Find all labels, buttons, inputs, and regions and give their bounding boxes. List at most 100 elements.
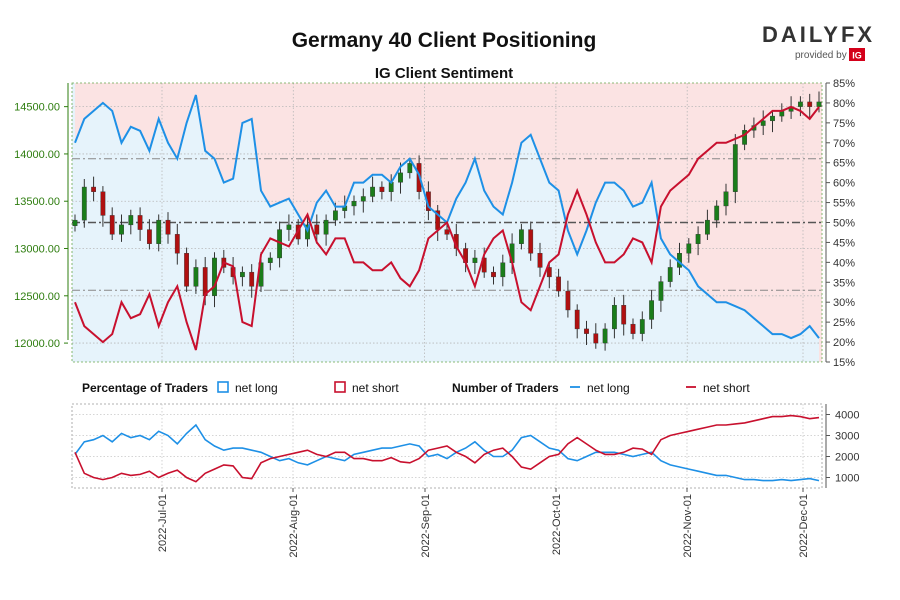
candle-body	[500, 262, 506, 278]
candle-body	[602, 328, 608, 344]
candle-body	[695, 234, 701, 244]
candle-body	[658, 281, 664, 301]
count-tick-label: 4000	[835, 410, 859, 422]
main-panel: 12000.00 12500.00 13000.00 13500.00 14000.00…	[14, 78, 855, 369]
candle-body	[212, 257, 217, 296]
candle-body	[574, 309, 580, 330]
candle-body	[742, 130, 748, 145]
candle-body	[612, 305, 617, 330]
candle-body	[286, 224, 292, 230]
date-tick-label: 2022-Jul-01	[157, 494, 169, 552]
percent-tick-label: 85%	[833, 78, 855, 90]
chart-subtitle: IG Client Sentiment	[375, 65, 513, 82]
candle-body	[174, 234, 180, 254]
candle-body	[816, 101, 822, 107]
candle-body	[202, 267, 208, 296]
candle-body	[119, 224, 124, 235]
price-tick-label: 14000.00	[14, 149, 60, 161]
candle-body	[807, 101, 813, 107]
provided-by-text: provided by	[795, 50, 847, 61]
candle-body	[621, 305, 627, 325]
candle-body	[193, 267, 199, 287]
candle-body	[165, 219, 171, 235]
candle-body	[491, 271, 496, 278]
count-tick-label: 3000	[835, 431, 859, 443]
main-frame	[71, 82, 823, 363]
percent-tick-label: 40%	[833, 257, 855, 269]
legend-row: Percentage of Traders net long net short Nu…	[82, 381, 750, 395]
candle-body	[184, 253, 189, 287]
percent-tick-label: 60%	[833, 178, 855, 190]
ig-badge	[849, 48, 865, 61]
candle-body	[379, 186, 385, 192]
candle-body	[649, 300, 655, 320]
candle-body	[146, 229, 152, 244]
net-short-count-line	[74, 414, 820, 483]
candle-body	[109, 215, 115, 235]
candle-body	[100, 191, 106, 216]
candle-body	[137, 215, 143, 230]
candle-body	[249, 271, 255, 287]
price-tick-label: 13000.00	[14, 244, 60, 256]
candle-body	[267, 257, 273, 263]
candle-body	[584, 328, 589, 334]
candle-body	[705, 219, 710, 235]
legend-number-title: Number of Traders	[452, 381, 559, 395]
candle-body	[760, 120, 766, 126]
percent-tick-label: 45%	[833, 237, 855, 249]
candle-body	[686, 243, 692, 254]
candle-body	[72, 219, 78, 227]
percent-tick-label: 35%	[833, 277, 855, 289]
count-tick-label: 1000	[835, 473, 859, 485]
legend-net-long-label: net long	[235, 381, 278, 395]
candle-body	[91, 186, 97, 192]
candle-body	[351, 201, 357, 207]
candle-body	[314, 224, 320, 235]
legend-net-long-box	[217, 381, 229, 393]
count-tick-label: 2000	[835, 452, 859, 464]
percent-tick-label: 20%	[833, 337, 855, 349]
candle-body	[546, 267, 552, 278]
candle-body	[156, 219, 162, 244]
candle-body	[779, 111, 785, 117]
candle-body	[128, 215, 134, 226]
date-tick-label: 2022-Aug-01	[288, 494, 300, 558]
percent-tick-label: 15%	[833, 357, 855, 369]
price-tick-label: 12500.00	[14, 291, 60, 303]
percent-tick-label: 70%	[833, 138, 855, 150]
candle-body	[370, 186, 375, 197]
percent-tick-label: 55%	[833, 198, 855, 210]
net-short-percent-line	[74, 105, 820, 351]
candle-body	[723, 191, 729, 207]
candle-body	[556, 276, 562, 292]
price-tick-label: 14500.00	[14, 102, 60, 114]
candle-body	[519, 229, 524, 244]
legend-percentage-title: Percentage of Traders	[82, 381, 208, 395]
candle-body	[565, 290, 571, 311]
date-tick-label: 2022-Nov-01	[682, 494, 694, 558]
candle-body	[593, 333, 599, 344]
candle-body	[323, 219, 329, 235]
candle-body	[798, 101, 803, 107]
candle-body	[360, 196, 366, 202]
percent-tick-label: 65%	[833, 158, 855, 170]
legend-net-short-box	[334, 381, 346, 393]
candle-body	[528, 229, 534, 254]
candle-body	[81, 186, 87, 221]
price-tick-label: 12000.00	[14, 338, 60, 350]
candle-body	[444, 229, 450, 235]
candle-body	[333, 210, 338, 221]
percent-tick-label: 30%	[833, 297, 855, 309]
candle-body	[398, 172, 403, 183]
candle-body	[732, 144, 738, 192]
net-long-count-line	[74, 423, 820, 482]
percent-tick-label: 25%	[833, 317, 855, 329]
dailyfx-logo-text: DAILYFX	[762, 22, 875, 47]
candle-body	[630, 323, 636, 334]
dailyfx-logo: DAILYFX provided by IG	[762, 22, 875, 61]
candle-body	[407, 163, 413, 174]
date-tick-label: 2022-Oct-01	[551, 494, 563, 555]
percent-tick-label: 80%	[833, 98, 855, 110]
date-tick-label: 2022-Dec-01	[798, 494, 810, 558]
